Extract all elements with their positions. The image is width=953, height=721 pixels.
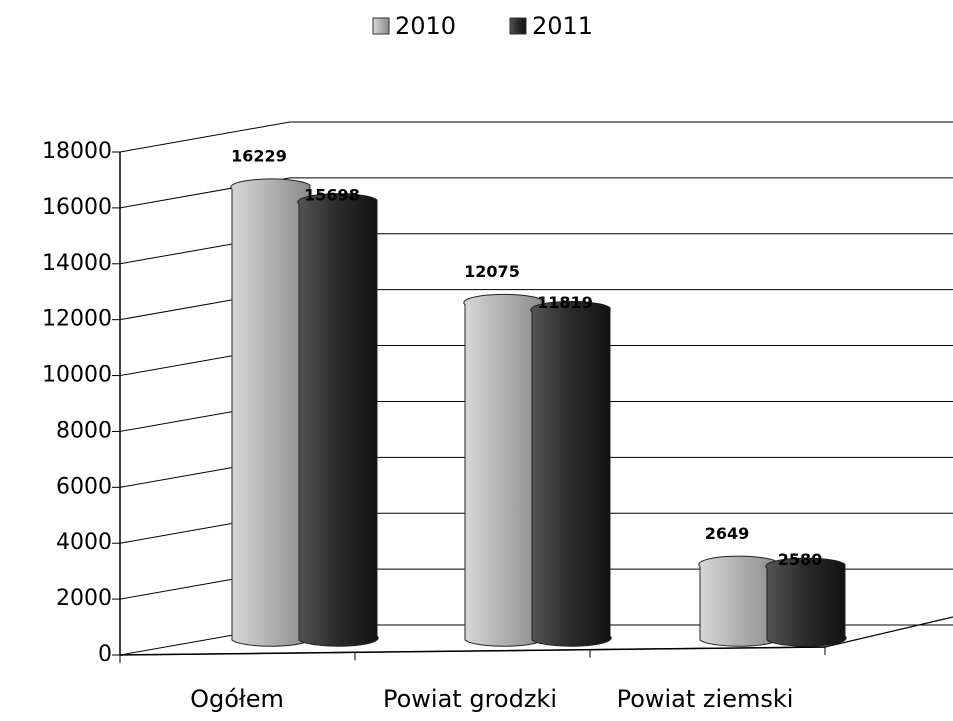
value-label: 11819 [537,293,593,312]
bar [530,300,612,647]
bar [463,293,545,647]
y-tick-label: 4000 [56,530,112,555]
bar [230,178,312,647]
y-tick-label: 18000 [42,139,112,164]
x-tick-label: Powiat grodzki [383,685,557,713]
y-tick-label: 0 [98,642,112,667]
grid-line [119,121,953,153]
legend-swatch [372,17,390,35]
legend-swatch [509,17,527,35]
y-tick-label: 10000 [42,363,112,388]
value-label: 15698 [304,185,360,204]
value-label: 12075 [464,262,520,281]
y-tick-label: 8000 [56,418,112,443]
grid-line [119,177,953,209]
legend-label: 2011 [532,12,593,40]
value-label: 16229 [231,147,287,166]
bar [765,557,847,647]
y-tick-label: 14000 [42,251,112,276]
y-tick-label: 6000 [56,474,112,499]
value-label: 2649 [705,524,750,543]
x-tick-label: Powiat ziemski [617,685,794,713]
y-tick-label: 2000 [56,586,112,611]
y-tick-label: 12000 [42,307,112,332]
y-tick-label: 16000 [42,195,112,220]
legend-label: 2010 [395,12,456,40]
bar [297,193,379,647]
x-axis [119,646,826,656]
x-tick-label: Ogółem [190,685,284,713]
value-label: 2580 [778,550,823,569]
